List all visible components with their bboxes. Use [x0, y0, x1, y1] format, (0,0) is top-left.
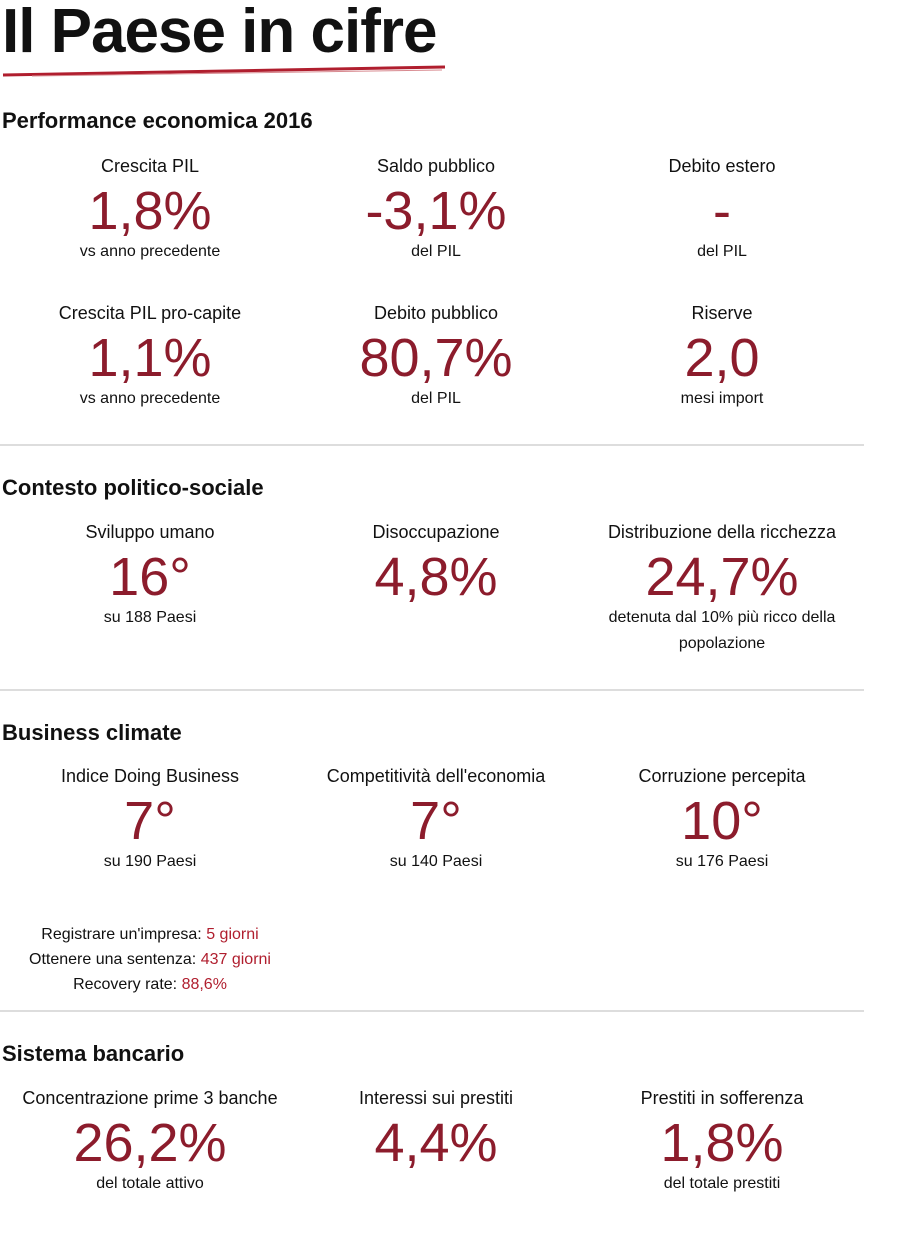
stat-value: 10° — [681, 791, 763, 851]
stat-caption: del PIL — [411, 243, 461, 260]
section-divider — [0, 1010, 864, 1012]
stat-caption: vs anno precedente — [79, 243, 221, 260]
detail-line: Recovery rate: 88,6% — [7, 972, 293, 997]
stat-label: Disoccupazione — [372, 522, 500, 542]
detail-line: Ottenere una sentenza: 437 giorni — [7, 947, 293, 972]
title-underline — [2, 65, 446, 77]
stat-card: Crescita PIL 1,8% vs anno precedente — [7, 155, 293, 265]
stat-label: Concentrazione prime 3 banche — [22, 1088, 278, 1108]
stat-card: Concentrazione prime 3 banche 26,2% del … — [7, 1087, 293, 1197]
stats-row: Crescita PIL 1,8% vs anno precedente Sal… — [7, 155, 865, 285]
stat-label: Crescita PIL pro-capite — [58, 303, 242, 323]
stat-card: Corruzione percepita 10° su 176 Paesi — [579, 765, 865, 875]
detail-value: 5 giorni — [206, 926, 259, 943]
stat-caption: del PIL — [411, 390, 461, 407]
stat-value: 80,7% — [359, 328, 513, 388]
stat-caption: del totale attivo — [96, 1175, 204, 1192]
stat-value: -3,1% — [365, 181, 507, 241]
stat-card: Interessi sui prestiti 4,4% — [293, 1087, 579, 1173]
stat-value: 16° — [109, 547, 191, 607]
stat-label: Interessi sui prestiti — [358, 1088, 514, 1108]
stat-value: 7° — [410, 791, 462, 851]
stat-caption: mesi import — [680, 390, 764, 407]
stat-label: Sviluppo umano — [85, 522, 215, 542]
stat-card: Debito estero - del PIL — [579, 155, 865, 265]
stat-label: Competitività dell'economia — [326, 766, 546, 786]
page-title: Il Paese in cifre — [2, 0, 437, 66]
detail-value: 437 giorni — [200, 951, 271, 968]
stat-value: 1,1% — [88, 328, 212, 388]
stat-caption: su 140 Paesi — [389, 853, 483, 870]
stat-card: Debito pubblico 80,7% del PIL — [293, 302, 579, 412]
stat-caption: del totale prestiti — [663, 1175, 781, 1192]
stat-value: 1,8% — [88, 181, 212, 241]
stat-caption: su 176 Paesi — [675, 853, 769, 870]
doing-business-details: Registrare un'impresa: 5 giorni Ottenere … — [7, 922, 293, 997]
stats-row: Concentrazione prime 3 banche 26,2% del … — [7, 1087, 865, 1217]
stat-caption: del PIL — [697, 243, 747, 260]
stat-value: 4,4% — [374, 1113, 498, 1173]
stats-row: Sviluppo umano 16° su 188 Paesi Disoccup… — [7, 521, 865, 652]
detail-label: Registrare un'impresa: — [41, 926, 202, 943]
stat-label: Crescita PIL — [100, 156, 200, 176]
stats-row: Crescita PIL pro-capite 1,1% vs anno pre… — [7, 302, 865, 432]
stat-card: Saldo pubblico -3,1% del PIL — [293, 155, 579, 265]
section-heading: Sistema bancario — [2, 1041, 185, 1066]
section-heading: Performance economica 2016 — [2, 108, 313, 133]
stat-label: Distribuzione della ricchezza — [607, 522, 837, 542]
stat-label: Debito estero — [668, 156, 776, 176]
stat-caption: su 188 Paesi — [103, 609, 197, 626]
stat-value: - — [713, 181, 731, 241]
stat-card: Riserve 2,0 mesi import — [579, 302, 865, 412]
stat-value: 4,8% — [374, 547, 498, 607]
stat-label: Debito pubblico — [373, 303, 499, 323]
detail-label: Ottenere una sentenza: — [29, 951, 197, 968]
stat-card: Prestiti in sofferenza 1,8% del totale p… — [579, 1087, 865, 1197]
section-divider — [0, 689, 864, 691]
detail-label: Recovery rate: — [73, 976, 178, 993]
detail-line: Registrare un'impresa: 5 giorni — [7, 922, 293, 947]
stat-value: 24,7% — [645, 547, 799, 607]
stat-value: 1,8% — [660, 1113, 784, 1173]
stat-caption: su 190 Paesi — [103, 853, 197, 870]
stat-caption: detenuta dal 10% più ricco della popolaz… — [608, 609, 836, 652]
stat-label: Saldo pubblico — [376, 156, 496, 176]
stat-label: Riserve — [691, 303, 753, 323]
stat-card: Disoccupazione 4,8% — [293, 521, 579, 607]
stat-card: Competitività dell'economia 7° su 140 Pa… — [293, 765, 579, 875]
stat-card: Indice Doing Business 7° su 190 Paesi — [7, 765, 293, 875]
stat-value: 26,2% — [73, 1113, 227, 1173]
stat-label: Prestiti in sofferenza — [640, 1088, 804, 1108]
stat-label: Corruzione percepita — [638, 766, 806, 786]
stat-card: Sviluppo umano 16° su 188 Paesi — [7, 521, 293, 631]
section-heading: Business climate — [2, 720, 182, 745]
stat-card: Crescita PIL pro-capite 1,1% vs anno pre… — [7, 302, 293, 412]
stats-row: Indice Doing Business 7° su 190 Paesi Co… — [7, 765, 865, 895]
section-heading: Contesto politico-sociale — [2, 475, 264, 500]
stat-value: 7° — [124, 791, 176, 851]
stat-card: Distribuzione della ricchezza 24,7% dete… — [579, 521, 865, 657]
detail-value: 88,6% — [181, 976, 227, 993]
stat-caption: vs anno precedente — [79, 390, 221, 407]
section-divider — [0, 444, 864, 446]
stat-value: 2,0 — [684, 328, 760, 388]
stat-label: Indice Doing Business — [60, 766, 240, 786]
